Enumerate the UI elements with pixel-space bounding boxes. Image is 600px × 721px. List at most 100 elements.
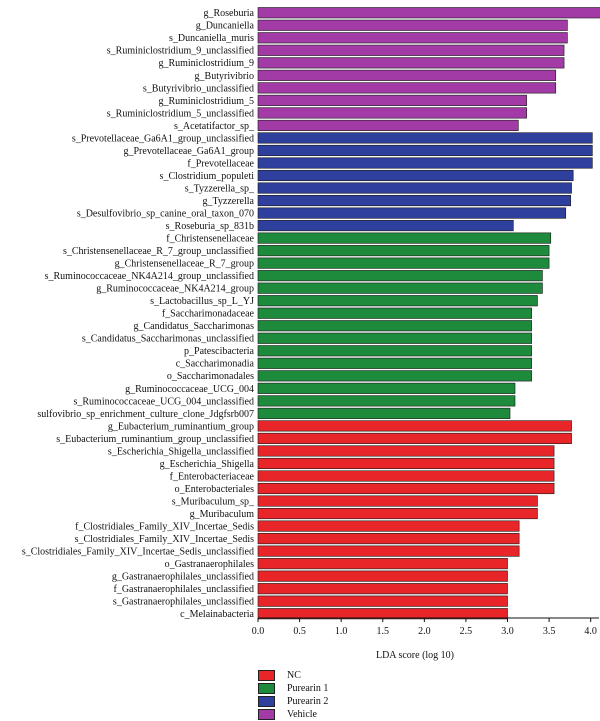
legend-swatch: [258, 670, 275, 681]
bar: [257, 57, 565, 69]
bar: [257, 583, 508, 595]
legend-swatch: [258, 683, 275, 694]
bar: [257, 432, 572, 444]
x-tick-label: 3.5: [543, 626, 556, 637]
bar: [257, 257, 550, 269]
category-label: g_Ruminiclostridium_9: [158, 58, 254, 69]
category-label: g_Duncaniella: [196, 21, 255, 32]
category-label: f_Gastranaerophilales_unclassified: [113, 584, 254, 595]
bar: [257, 32, 568, 44]
category-label: g_Roseburia: [203, 8, 254, 19]
bar: [257, 7, 600, 19]
category-label: s_Duncaniella_muris: [169, 33, 254, 44]
category-label: g_Ruminococcaceae_NK4A214_group: [96, 284, 254, 295]
category-label: s_Ruminiclostridium_5_unclassified: [107, 108, 254, 119]
category-label: g_Eubacterium_ruminantium_group: [108, 421, 254, 432]
category-label: o_Gastranaerophilales: [165, 559, 255, 570]
category-label: s_Clostridium_populeti: [160, 171, 255, 182]
bar: [257, 545, 520, 557]
category-label: s_Acetatifactor_sp_: [174, 121, 255, 132]
category-label: s_Clostridiales_Family_XIV_Incertae_Sedi…: [75, 534, 255, 545]
legend-item: Purearin 1: [258, 682, 328, 695]
bar: [257, 232, 552, 244]
category-label: c_Saccharimonadia: [176, 359, 255, 370]
category-label: f_Saccharimonadaceae: [162, 309, 255, 320]
category-label: s_Gastranaerophilales_unclassified: [113, 597, 254, 608]
category-label: s_Ruminococcaceae_UCG_004_unclassified: [73, 396, 254, 407]
x-axis-label: LDA score (log 10): [376, 650, 454, 661]
bar: [257, 307, 532, 319]
bar: [257, 558, 508, 570]
bar: [257, 182, 572, 194]
bar: [257, 94, 527, 106]
bar: [257, 445, 555, 457]
bar: [257, 245, 550, 257]
category-label: s_Tyzzerella_sp_: [185, 183, 255, 194]
category-label: g_Butyrivibrio: [195, 71, 254, 82]
x-tick-label: 1.5: [377, 626, 390, 637]
bar: [257, 470, 555, 482]
category-label: o_Saccharimonadales: [167, 371, 254, 382]
category-label: s_Ruminiclostridium_9_unclassified: [107, 46, 254, 57]
legend: NC Purearin 1 Purearin 2 Vehicle: [258, 669, 328, 721]
category-label: g_Escherichia_Shigella: [160, 459, 255, 470]
legend-label: Purearin 1: [287, 683, 329, 694]
x-tick-label: 0.0: [252, 626, 265, 637]
category-label: p_Patescibacteria: [184, 346, 255, 357]
category-label: s_Clostridiales_Family_XIV_Incertae_Sedi…: [22, 547, 254, 558]
bar: [257, 107, 527, 119]
category-label: g_Ruminococcaceae_UCG_004: [125, 384, 254, 395]
x-tick-label: 2.0: [418, 626, 431, 637]
bar: [257, 495, 538, 507]
x-tick-label: 2.5: [460, 626, 473, 637]
legend-swatch: [258, 709, 275, 720]
bar: [257, 19, 568, 31]
legend-item: Purearin 2: [258, 695, 328, 708]
category-label: g_Gastranaerophilales_unclassified: [112, 572, 254, 583]
category-label: s_Roseburia_sp_831b: [166, 221, 254, 232]
bar: [257, 608, 508, 620]
bar: [257, 195, 572, 207]
legend-swatch: [258, 696, 275, 707]
bar: [257, 395, 516, 407]
category-label: s_Escherichia_Shigella_unclassified: [108, 446, 254, 457]
category-label: s_Candidatus_Saccharimonas_unclassified: [82, 334, 254, 345]
category-label: g_Muribaculum: [190, 509, 255, 520]
legend-item: Vehicle: [258, 708, 328, 721]
category-label: o_Enterobacteriales: [175, 484, 255, 495]
bar: [257, 119, 519, 131]
category-labels: g_Roseburia g_Duncaniellas_Duncaniella_mu…: [22, 8, 255, 620]
bar: [257, 320, 532, 332]
bar: [257, 457, 555, 470]
category-label: sulfovibrio_sp_enrichment_culture_clone_…: [37, 409, 254, 420]
category-label: g_Tyzzerella: [203, 196, 255, 207]
x-tick-label: 1.0: [335, 626, 348, 637]
category-label: s_Prevotellaceae_Ga6A1_group_unclassifie…: [72, 133, 254, 144]
category-label: f_Clostridiales_Family_XIV_Incertae_Sedi…: [75, 521, 254, 532]
bar: [257, 169, 574, 182]
bar: [257, 570, 508, 582]
bars-layer: [257, 7, 600, 620]
category-label: g_Christensenellaceae_R_7_group: [115, 259, 254, 270]
bar: [257, 507, 538, 520]
bar: [257, 144, 593, 157]
bar: [257, 520, 520, 532]
bar: [257, 44, 565, 56]
bar: [257, 370, 532, 382]
category-label: s_Muribaculum_sp_: [172, 496, 255, 507]
bar: [257, 345, 532, 357]
bar: [257, 407, 511, 419]
legend-label: Vehicle: [287, 709, 317, 720]
legend-item: NC: [258, 669, 328, 682]
bar: [257, 382, 516, 394]
bar: [257, 82, 557, 94]
category-label: g_Prevotellaceae_Ga6A1_group: [123, 146, 254, 157]
bar: [257, 207, 567, 219]
category-label: s_Lactobacillus_sp_L_YJ: [150, 296, 254, 307]
category-label: s_Butyrivibrio_unclassified: [143, 83, 254, 94]
bar: [257, 295, 538, 307]
category-label: s_Christensenellaceae_R_7_group_unclassi…: [63, 246, 254, 257]
x-tick-label: 3.0: [501, 626, 514, 637]
category-label: s_Desulfovibrio_sp_canine_oral_taxon_070: [77, 208, 254, 219]
